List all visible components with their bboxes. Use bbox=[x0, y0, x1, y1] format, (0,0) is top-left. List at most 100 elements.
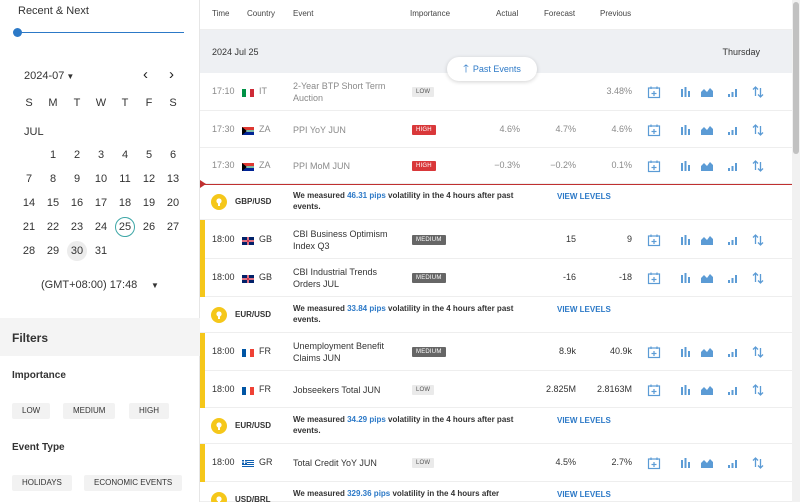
calendar-day[interactable]: 25 bbox=[115, 217, 135, 237]
calendar-day[interactable]: 3 bbox=[97, 149, 105, 161]
calendar-add-icon[interactable] bbox=[647, 85, 661, 99]
sort-arrows-icon[interactable] bbox=[751, 345, 765, 359]
timezone-select[interactable]: (GMT+08:00) 17:48 bbox=[41, 279, 138, 291]
event-name[interactable]: Total Credit YoY JUN bbox=[293, 458, 377, 468]
event-name[interactable]: PPI MoM JUN bbox=[293, 161, 351, 171]
filter-chip-high[interactable]: HIGH bbox=[129, 403, 169, 419]
calendar-add-icon[interactable] bbox=[647, 456, 661, 470]
signal-bars-icon[interactable] bbox=[726, 456, 740, 470]
sort-arrows-icon[interactable] bbox=[751, 233, 765, 247]
filter-chip-holidays[interactable]: HOLIDAYS bbox=[12, 475, 72, 491]
calendar-add-icon[interactable] bbox=[647, 233, 661, 247]
event-row[interactable]: 18:00 FR Jobseekers Total JUN LOW 2.825M 2.81… bbox=[200, 371, 792, 408]
calendar-add-icon[interactable] bbox=[647, 383, 661, 397]
sort-arrows-icon[interactable] bbox=[751, 123, 765, 137]
sort-arrows-icon[interactable] bbox=[751, 456, 765, 470]
event-name[interactable]: Jobseekers Total JUN bbox=[293, 385, 381, 395]
calendar-day[interactable]: 1 bbox=[49, 149, 57, 161]
calendar-day[interactable]: 24 bbox=[94, 221, 108, 233]
signal-bars-icon[interactable] bbox=[726, 85, 740, 99]
calendar-day[interactable]: 6 bbox=[169, 149, 177, 161]
month-select[interactable]: 2024-07 ▼ bbox=[24, 70, 74, 82]
calendar-day[interactable]: 8 bbox=[49, 173, 57, 185]
calendar-day[interactable]: 11 bbox=[119, 173, 131, 185]
event-row[interactable]: 17:30 ZA PPI MoM JUN HIGH −0.3% −0.2% 0.1% bbox=[200, 148, 792, 184]
event-name[interactable]: PPI YoY JUN bbox=[293, 125, 346, 135]
event-row[interactable]: 18:00 GR Total Credit YoY JUN LOW 4.5% 2.7% bbox=[200, 444, 792, 482]
event-name[interactable]: CBI Industrial Trends Orders JUL bbox=[293, 267, 378, 289]
signal-bars-icon[interactable] bbox=[726, 345, 740, 359]
calendar-day[interactable]: 12 bbox=[142, 173, 156, 185]
bar-chart-icon[interactable] bbox=[678, 159, 692, 173]
calendar-day[interactable]: 2 bbox=[73, 149, 81, 161]
bar-chart-icon[interactable] bbox=[678, 271, 692, 285]
view-levels-link[interactable]: VIEW LEVELS bbox=[557, 416, 611, 425]
event-row[interactable]: 18:00 GB CBI Business Optimism Index Q3 MED… bbox=[200, 220, 792, 259]
calendar-day[interactable]: 21 bbox=[22, 221, 36, 233]
bar-chart-icon[interactable] bbox=[678, 383, 692, 397]
view-levels-link[interactable]: VIEW LEVELS bbox=[557, 305, 611, 314]
scrollbar-track[interactable] bbox=[792, 0, 800, 502]
calendar-day[interactable]: 26 bbox=[142, 221, 156, 233]
bar-chart-icon[interactable] bbox=[678, 85, 692, 99]
next-month-button[interactable]: › bbox=[169, 66, 174, 83]
area-chart-icon[interactable] bbox=[700, 271, 714, 285]
calendar-day[interactable]: 9 bbox=[73, 173, 81, 185]
sort-arrows-icon[interactable] bbox=[751, 383, 765, 397]
calendar-day[interactable]: 30 bbox=[67, 241, 87, 261]
calendar-day[interactable]: 19 bbox=[142, 197, 156, 209]
bar-chart-icon[interactable] bbox=[678, 233, 692, 247]
event-name[interactable]: CBI Business Optimism Index Q3 bbox=[293, 229, 388, 251]
calendar-day[interactable]: 27 bbox=[166, 221, 180, 233]
calendar-day[interactable]: 17 bbox=[94, 197, 108, 209]
past-events-button[interactable]: 🡑 Past Events bbox=[447, 57, 537, 81]
calendar-add-icon[interactable] bbox=[647, 345, 661, 359]
filter-chip-economic-events[interactable]: ECONOMIC EVENTS bbox=[84, 475, 183, 491]
signal-bars-icon[interactable] bbox=[726, 159, 740, 173]
sort-arrows-icon[interactable] bbox=[751, 159, 765, 173]
signal-bars-icon[interactable] bbox=[726, 383, 740, 397]
signal-bars-icon[interactable] bbox=[726, 123, 740, 137]
filter-chip-medium[interactable]: MEDIUM bbox=[63, 403, 116, 419]
calendar-add-icon[interactable] bbox=[647, 159, 661, 173]
calendar-day[interactable]: 23 bbox=[70, 221, 84, 233]
calendar-add-icon[interactable] bbox=[647, 123, 661, 137]
calendar-day[interactable]: 16 bbox=[70, 197, 84, 209]
calendar-day[interactable]: 4 bbox=[121, 149, 129, 161]
scrollbar-thumb[interactable] bbox=[793, 2, 799, 154]
event-row[interactable]: 18:00 FR Unemployment Benefit Claims JUN ME… bbox=[200, 333, 792, 371]
calendar-day[interactable]: 15 bbox=[46, 197, 60, 209]
area-chart-icon[interactable] bbox=[700, 123, 714, 137]
signal-bars-icon[interactable] bbox=[726, 271, 740, 285]
area-chart-icon[interactable] bbox=[700, 85, 714, 99]
area-chart-icon[interactable] bbox=[700, 383, 714, 397]
caret-down-icon[interactable]: ▼ bbox=[151, 281, 159, 290]
event-name[interactable]: 2-Year BTP Short Term Auction bbox=[293, 81, 386, 103]
sort-arrows-icon[interactable] bbox=[751, 271, 765, 285]
previous-month-button[interactable]: ‹ bbox=[143, 66, 148, 83]
area-chart-icon[interactable] bbox=[700, 456, 714, 470]
area-chart-icon[interactable] bbox=[700, 159, 714, 173]
calendar-day[interactable]: 5 bbox=[145, 149, 153, 161]
calendar-day[interactable]: 22 bbox=[46, 221, 60, 233]
calendar-day[interactable]: 31 bbox=[94, 245, 108, 257]
bar-chart-icon[interactable] bbox=[678, 456, 692, 470]
bar-chart-icon[interactable] bbox=[678, 345, 692, 359]
signal-bars-icon[interactable] bbox=[726, 233, 740, 247]
calendar-day[interactable]: 7 bbox=[25, 173, 33, 185]
range-slider-handle[interactable] bbox=[13, 28, 22, 37]
bar-chart-icon[interactable] bbox=[678, 123, 692, 137]
view-levels-link[interactable]: VIEW LEVELS bbox=[557, 490, 611, 499]
calendar-day[interactable]: 18 bbox=[118, 197, 132, 209]
calendar-day[interactable]: 28 bbox=[22, 245, 36, 257]
calendar-day[interactable]: 20 bbox=[166, 197, 180, 209]
calendar-day[interactable]: 10 bbox=[94, 173, 108, 185]
filter-chip-low[interactable]: LOW bbox=[12, 403, 51, 419]
view-levels-link[interactable]: VIEW LEVELS bbox=[557, 192, 611, 201]
area-chart-icon[interactable] bbox=[700, 345, 714, 359]
sort-arrows-icon[interactable] bbox=[751, 85, 765, 99]
calendar-day[interactable]: 13 bbox=[166, 173, 180, 185]
calendar-day[interactable]: 29 bbox=[46, 245, 60, 257]
event-row[interactable]: 18:00 GB CBI Industrial Trends Orders JUL M… bbox=[200, 259, 792, 297]
event-row[interactable]: 17:30 ZA PPI YoY JUN HIGH 4.6% 4.7% 4.6% bbox=[200, 111, 792, 148]
